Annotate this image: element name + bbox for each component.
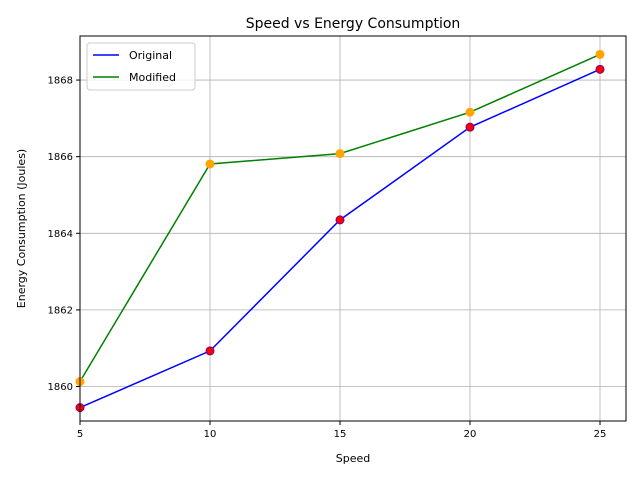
y-tick-label: 1864	[48, 229, 73, 240]
y-axis-label: Energy Consumption (Joules)	[15, 149, 28, 308]
legend: Original Modified	[86, 42, 196, 91]
y-tick-label: 1866	[48, 152, 73, 163]
data-point-original	[465, 122, 475, 132]
data-point-original	[335, 215, 345, 225]
y-tick-label: 1862	[48, 305, 73, 316]
series-layer	[75, 49, 605, 413]
data-point-original	[595, 64, 605, 74]
x-tick-label: 15	[334, 429, 347, 440]
data-point-modified	[335, 149, 345, 159]
legend-label-original: Original	[129, 49, 172, 62]
data-point-modified	[205, 159, 215, 169]
x-tick-label: 20	[464, 429, 477, 440]
grid-layer	[79, 36, 626, 421]
y-tick-label: 1860	[48, 382, 73, 393]
x-tick-label: 5	[77, 429, 83, 440]
x-tick-label: 10	[204, 429, 217, 440]
plot-frame	[79, 35, 627, 422]
chart-title: Speed vs Energy Consumption	[246, 16, 461, 32]
data-point-original	[205, 346, 215, 356]
data-point-modified	[465, 107, 475, 117]
x-tick-label: 25	[594, 429, 607, 440]
legend-label-modified: Modified	[129, 71, 176, 84]
tick-layer: 5 10 15 20 25 1860 1862 1864 1866 1868	[48, 76, 607, 440]
data-point-modified	[595, 49, 605, 59]
y-tick-label: 1868	[48, 76, 73, 87]
x-axis-label: Speed	[336, 452, 370, 465]
